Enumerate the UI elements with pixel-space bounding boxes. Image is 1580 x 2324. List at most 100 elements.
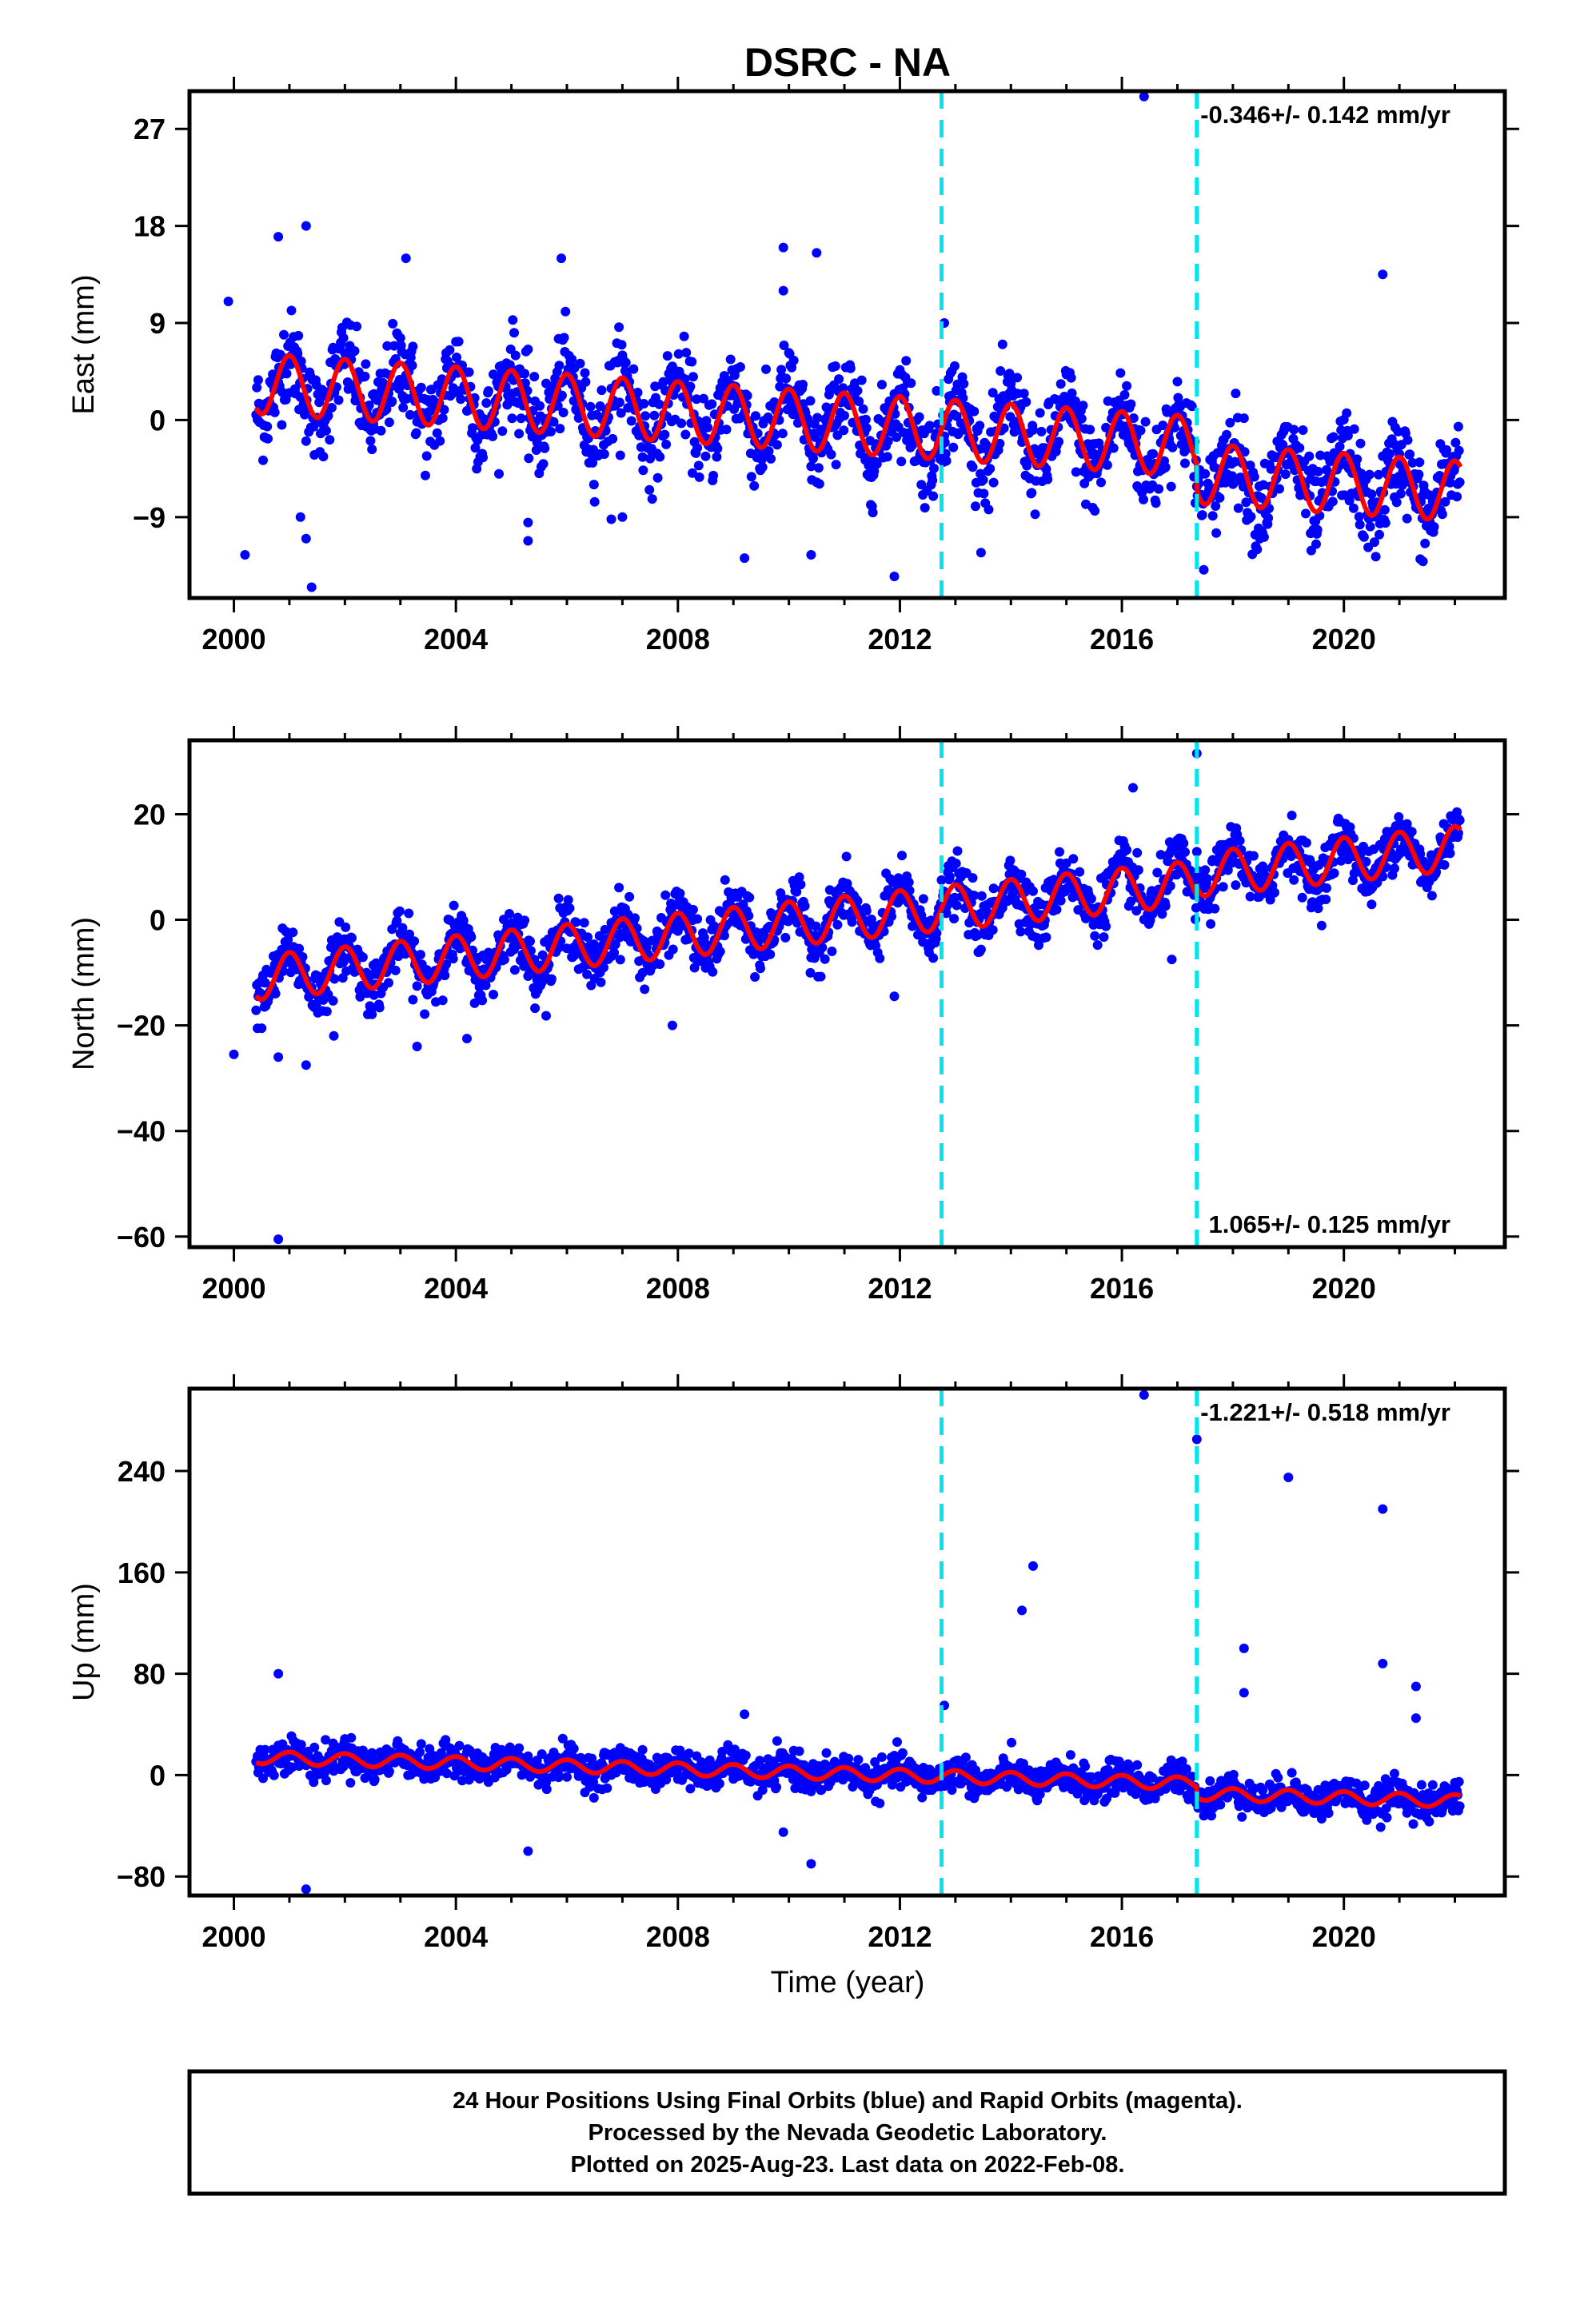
data-point [716, 947, 725, 956]
data-point [1270, 888, 1279, 898]
data-point [489, 990, 498, 999]
data-point [1402, 514, 1412, 524]
data-point [1438, 509, 1447, 519]
data-point [508, 315, 517, 325]
data-point [600, 449, 609, 459]
data-point [778, 429, 788, 438]
data-point [660, 891, 670, 900]
data-point [1043, 475, 1052, 484]
data-point [920, 503, 930, 512]
data-point [832, 460, 841, 469]
data-point [484, 386, 493, 396]
outlier-point [273, 1052, 283, 1062]
rate-label: 1.065+/- 0.125 mm/yr [1209, 1210, 1450, 1238]
x-tick-label: 2016 [1090, 623, 1154, 656]
data-point [868, 508, 878, 517]
data-point [1222, 430, 1231, 440]
data-point [808, 454, 818, 464]
data-point [409, 936, 419, 946]
data-point [820, 955, 830, 964]
data-point [842, 851, 852, 861]
data-point [347, 933, 357, 943]
data-point [1430, 522, 1439, 532]
data-point [1090, 506, 1099, 516]
data-point [1396, 489, 1406, 499]
data-point [950, 361, 960, 371]
data-point [614, 883, 624, 892]
data-point [560, 333, 569, 342]
data-point [1349, 504, 1359, 513]
outlier-point [462, 1034, 472, 1043]
data-point [1407, 827, 1417, 836]
data-point [904, 878, 914, 887]
data-point [653, 473, 663, 483]
data-point [1211, 501, 1220, 511]
data-point [1259, 532, 1269, 542]
outlier-point [301, 534, 311, 544]
data-point [1329, 433, 1339, 442]
chart-title: DSRC - NA [744, 40, 951, 85]
data-point [703, 423, 712, 433]
data-point [277, 421, 286, 430]
data-point [1167, 482, 1176, 492]
outlier-point [413, 1042, 422, 1051]
data-points [251, 1390, 1464, 1894]
data-point [680, 430, 690, 440]
data-point [1132, 848, 1142, 858]
data-point [862, 906, 872, 915]
data-point [898, 1748, 908, 1758]
data-point [530, 1003, 540, 1013]
data-point [969, 407, 979, 417]
data-point [377, 426, 386, 436]
data-point [1134, 865, 1143, 875]
data-point [395, 907, 405, 916]
data-point [1012, 373, 1022, 382]
data-point [1210, 904, 1219, 914]
data-point [1359, 532, 1369, 542]
data-point [554, 361, 564, 370]
y-tick-label: −40 [117, 1115, 166, 1148]
data-point [415, 1748, 425, 1757]
data-point [269, 1771, 279, 1780]
data-point [539, 459, 549, 468]
data-point [1440, 860, 1450, 870]
data-point [494, 469, 504, 479]
data-point [1403, 436, 1413, 445]
data-point [352, 321, 361, 331]
data-point [681, 348, 691, 357]
data-point [454, 337, 464, 346]
data-point [892, 1737, 902, 1747]
data-point [925, 421, 935, 430]
data-point [741, 1751, 751, 1760]
data-point [1056, 379, 1066, 389]
data-point [971, 501, 980, 511]
data-point [497, 426, 507, 436]
x-tick-label: 2020 [1312, 623, 1376, 656]
data-points [229, 749, 1465, 1245]
data-point [1442, 445, 1451, 455]
data-point [1067, 373, 1076, 383]
data-point [844, 1754, 853, 1764]
data-point [1096, 477, 1106, 487]
data-point [1192, 847, 1202, 856]
model-fit-line [256, 827, 1460, 1000]
outlier-point [307, 583, 317, 592]
data-point [456, 394, 465, 404]
data-point [617, 340, 627, 349]
outlier-point [329, 1031, 339, 1041]
data-point [726, 355, 736, 365]
data-point [318, 452, 328, 461]
data-point [862, 423, 872, 433]
data-point [897, 851, 907, 860]
data-point [832, 920, 842, 930]
data-point [1275, 484, 1284, 494]
data-point [541, 1011, 551, 1021]
data-point [984, 504, 994, 514]
data-point [438, 995, 448, 1005]
data-point [1136, 426, 1146, 436]
data-point [345, 1778, 355, 1788]
data-point [257, 1023, 266, 1033]
outlier-point [523, 536, 533, 546]
data-point [814, 463, 824, 472]
data-point [481, 398, 491, 408]
